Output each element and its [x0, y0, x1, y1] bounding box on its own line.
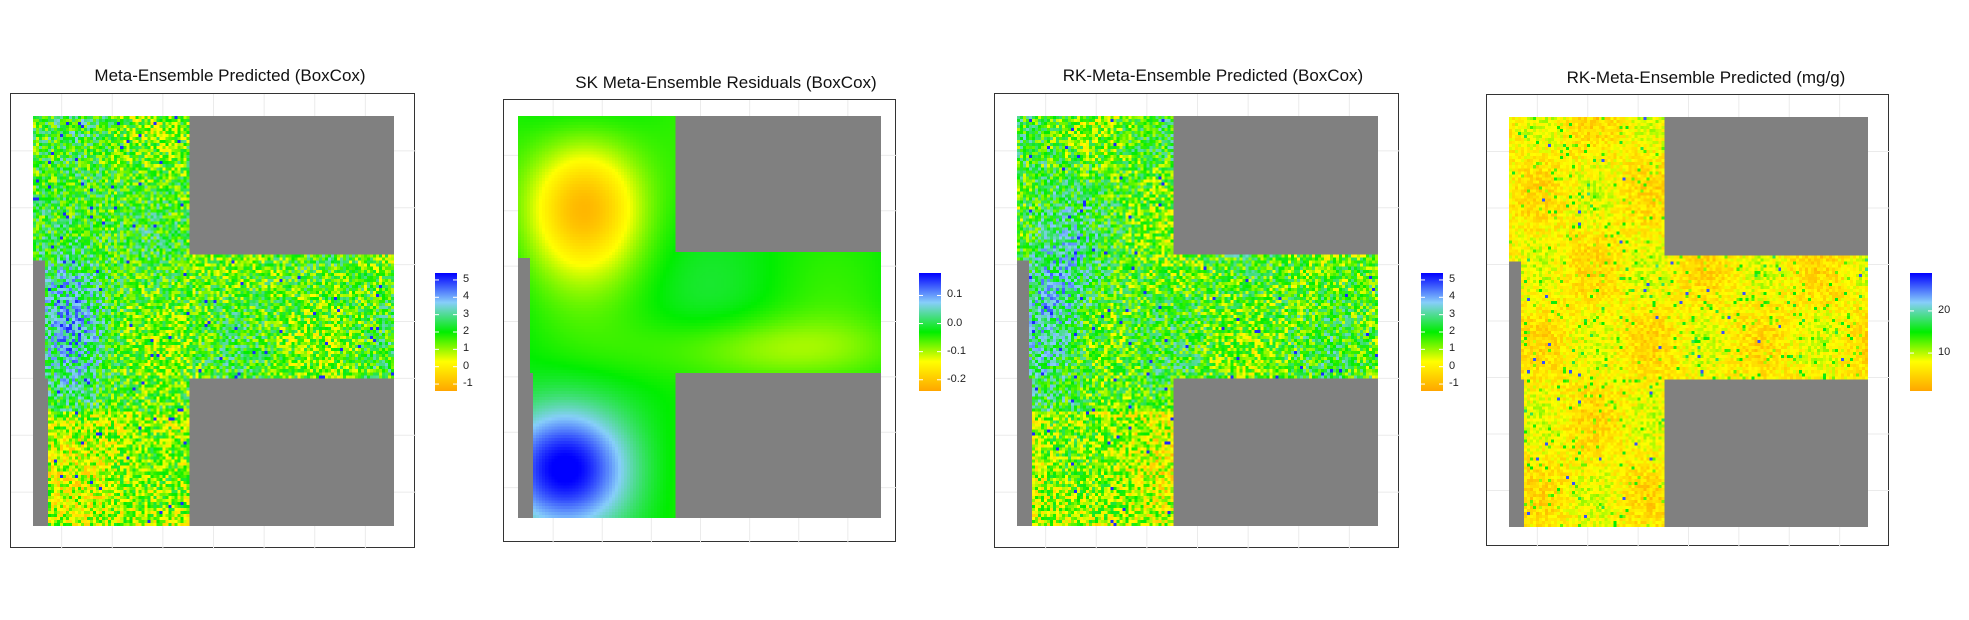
legend-tick-label: 3: [463, 307, 470, 320]
legend-tick-label: 1: [463, 342, 470, 355]
legend-tick-label: 5: [1449, 272, 1456, 285]
legend-gradient: [919, 273, 941, 391]
map-plot: [504, 100, 897, 543]
color-legend: 5 4 3 2 1 0 -1: [1421, 273, 1459, 396]
legend-tick-label: -0.1: [947, 344, 966, 357]
color-legend: 20 10: [1910, 273, 1950, 396]
legend-tick-label: 1: [1449, 342, 1456, 355]
panel-title: RK-Meta-Ensemble Predicted (BoxCox): [1062, 66, 1364, 85]
legend-tick-label: 2: [463, 325, 470, 337]
panel-title: SK Meta-Ensemble Residuals (BoxCox): [575, 73, 877, 92]
map-plot: [1487, 95, 1890, 547]
legend-gradient: [1421, 273, 1443, 391]
panel-title: Meta-Ensemble Predicted (BoxCox): [94, 66, 366, 85]
raster-cells: [1017, 116, 1378, 526]
legend-tick-label: 4: [463, 290, 470, 303]
legend-tick-label: 0.1: [947, 288, 963, 301]
legend-gradient: [1910, 273, 1932, 391]
legend-colorbar: [919, 273, 941, 391]
legend-tick-label: 5: [463, 272, 470, 285]
map-plot: [995, 94, 1400, 549]
panel-title: RK-Meta-Ensemble Predicted (mg/g): [1566, 68, 1846, 87]
legend-tick-label: 0: [463, 359, 470, 372]
legend-colorbar: [1910, 273, 1932, 391]
plot-frame: [10, 93, 416, 549]
raster-cells: [518, 116, 881, 518]
map-plot: [11, 94, 416, 549]
legend-gradient: [435, 273, 457, 391]
raster-cells: [1509, 117, 1868, 527]
plot-frame: [1486, 94, 1890, 547]
legend-tick-label: -1: [1449, 377, 1459, 390]
color-legend: 5 4 3 2 1 0 -1: [435, 273, 473, 396]
legend-tick-label: 20: [1938, 303, 1951, 316]
legend-tick-label: 3: [1449, 307, 1456, 320]
color-legend: 0.1 0.0 -0.1 -0.2: [919, 273, 966, 396]
legend-tick-label: -1: [463, 377, 473, 390]
legend-tick-label: 0: [1449, 359, 1456, 372]
legend-tick-label: 10: [1938, 346, 1951, 359]
legend-tick-label: 0.0: [947, 316, 963, 329]
legend-colorbar: [1421, 273, 1443, 391]
legend-colorbar: [435, 273, 457, 391]
legend-tick-label: 2: [1449, 325, 1456, 337]
plot-frame: [994, 93, 1400, 549]
legend-tick-label: -0.2: [947, 372, 966, 385]
legend-tick-label: 4: [1449, 290, 1456, 303]
plot-frame: [503, 99, 897, 543]
raster-cells: [33, 116, 394, 526]
